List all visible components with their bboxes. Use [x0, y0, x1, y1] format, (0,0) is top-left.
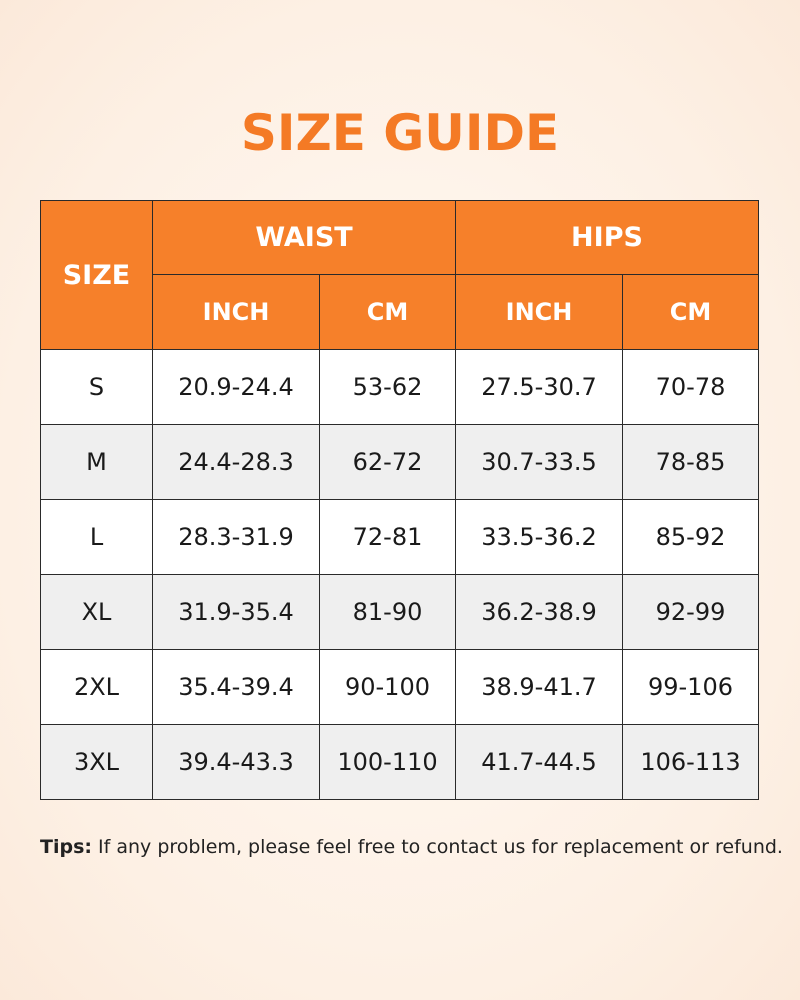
- table-row: L 28.3-31.9 72-81 33.5-36.2 85-92: [40, 499, 759, 575]
- waist-cm-cell: 81-90: [319, 574, 456, 650]
- waist-header: WAIST: [152, 200, 456, 275]
- waist-inch-cell: 31.9-35.4: [152, 574, 320, 650]
- waist-cm-cell: 53-62: [319, 349, 456, 425]
- size-header: SIZE: [40, 200, 153, 350]
- hips-inch-cell: 36.2-38.9: [455, 574, 623, 650]
- waist-cm-cell: 72-81: [319, 499, 456, 575]
- table-row: XL 31.9-35.4 81-90 36.2-38.9 92-99: [40, 574, 759, 650]
- waist-inch-header: INCH: [152, 274, 320, 350]
- size-cell: L: [40, 499, 153, 575]
- size-cell: 2XL: [40, 649, 153, 725]
- size-cell: 3XL: [40, 724, 153, 800]
- hips-cm-cell: 99-106: [622, 649, 759, 725]
- table-row: 3XL 39.4-43.3 100-110 41.7-44.5 106-113: [40, 724, 759, 800]
- waist-inch-cell: 20.9-24.4: [152, 349, 320, 425]
- tips-note: Tips: If any problem, please feel free t…: [40, 836, 783, 858]
- waist-inch-cell: 24.4-28.3: [152, 424, 320, 500]
- waist-inch-cell: 35.4-39.4: [152, 649, 320, 725]
- hips-cm-cell: 106-113: [622, 724, 759, 800]
- hips-inch-header: INCH: [455, 274, 623, 350]
- table-row: 2XL 35.4-39.4 90-100 38.9-41.7 99-106: [40, 649, 759, 725]
- tips-text: If any problem, please feel free to cont…: [91, 836, 783, 858]
- hips-inch-cell: 30.7-33.5: [455, 424, 623, 500]
- hips-inch-cell: 33.5-36.2: [455, 499, 623, 575]
- size-cell: M: [40, 424, 153, 500]
- waist-cm-cell: 90-100: [319, 649, 456, 725]
- hips-inch-cell: 38.9-41.7: [455, 649, 623, 725]
- hips-cm-cell: 85-92: [622, 499, 759, 575]
- hips-cm-cell: 70-78: [622, 349, 759, 425]
- tips-label: Tips:: [40, 836, 92, 858]
- waist-cm-cell: 100-110: [319, 724, 456, 800]
- hips-cm-header: CM: [622, 274, 759, 350]
- size-cell: XL: [40, 574, 153, 650]
- waist-inch-cell: 28.3-31.9: [152, 499, 320, 575]
- table-row: S 20.9-24.4 53-62 27.5-30.7 70-78: [40, 349, 759, 425]
- hips-inch-cell: 41.7-44.5: [455, 724, 623, 800]
- hips-cm-cell: 92-99: [622, 574, 759, 650]
- hips-inch-cell: 27.5-30.7: [455, 349, 623, 425]
- hips-cm-cell: 78-85: [622, 424, 759, 500]
- size-cell: S: [40, 349, 153, 425]
- table-row: M 24.4-28.3 62-72 30.7-33.5 78-85: [40, 424, 759, 500]
- waist-cm-header: CM: [319, 274, 456, 350]
- waist-inch-cell: 39.4-43.3: [152, 724, 320, 800]
- page-title: SIZE GUIDE: [240, 104, 560, 162]
- waist-cm-cell: 62-72: [319, 424, 456, 500]
- size-table: SIZE WAIST HIPS INCH CM INCH CM S 20.9-24…: [40, 200, 759, 800]
- hips-header: HIPS: [455, 200, 759, 275]
